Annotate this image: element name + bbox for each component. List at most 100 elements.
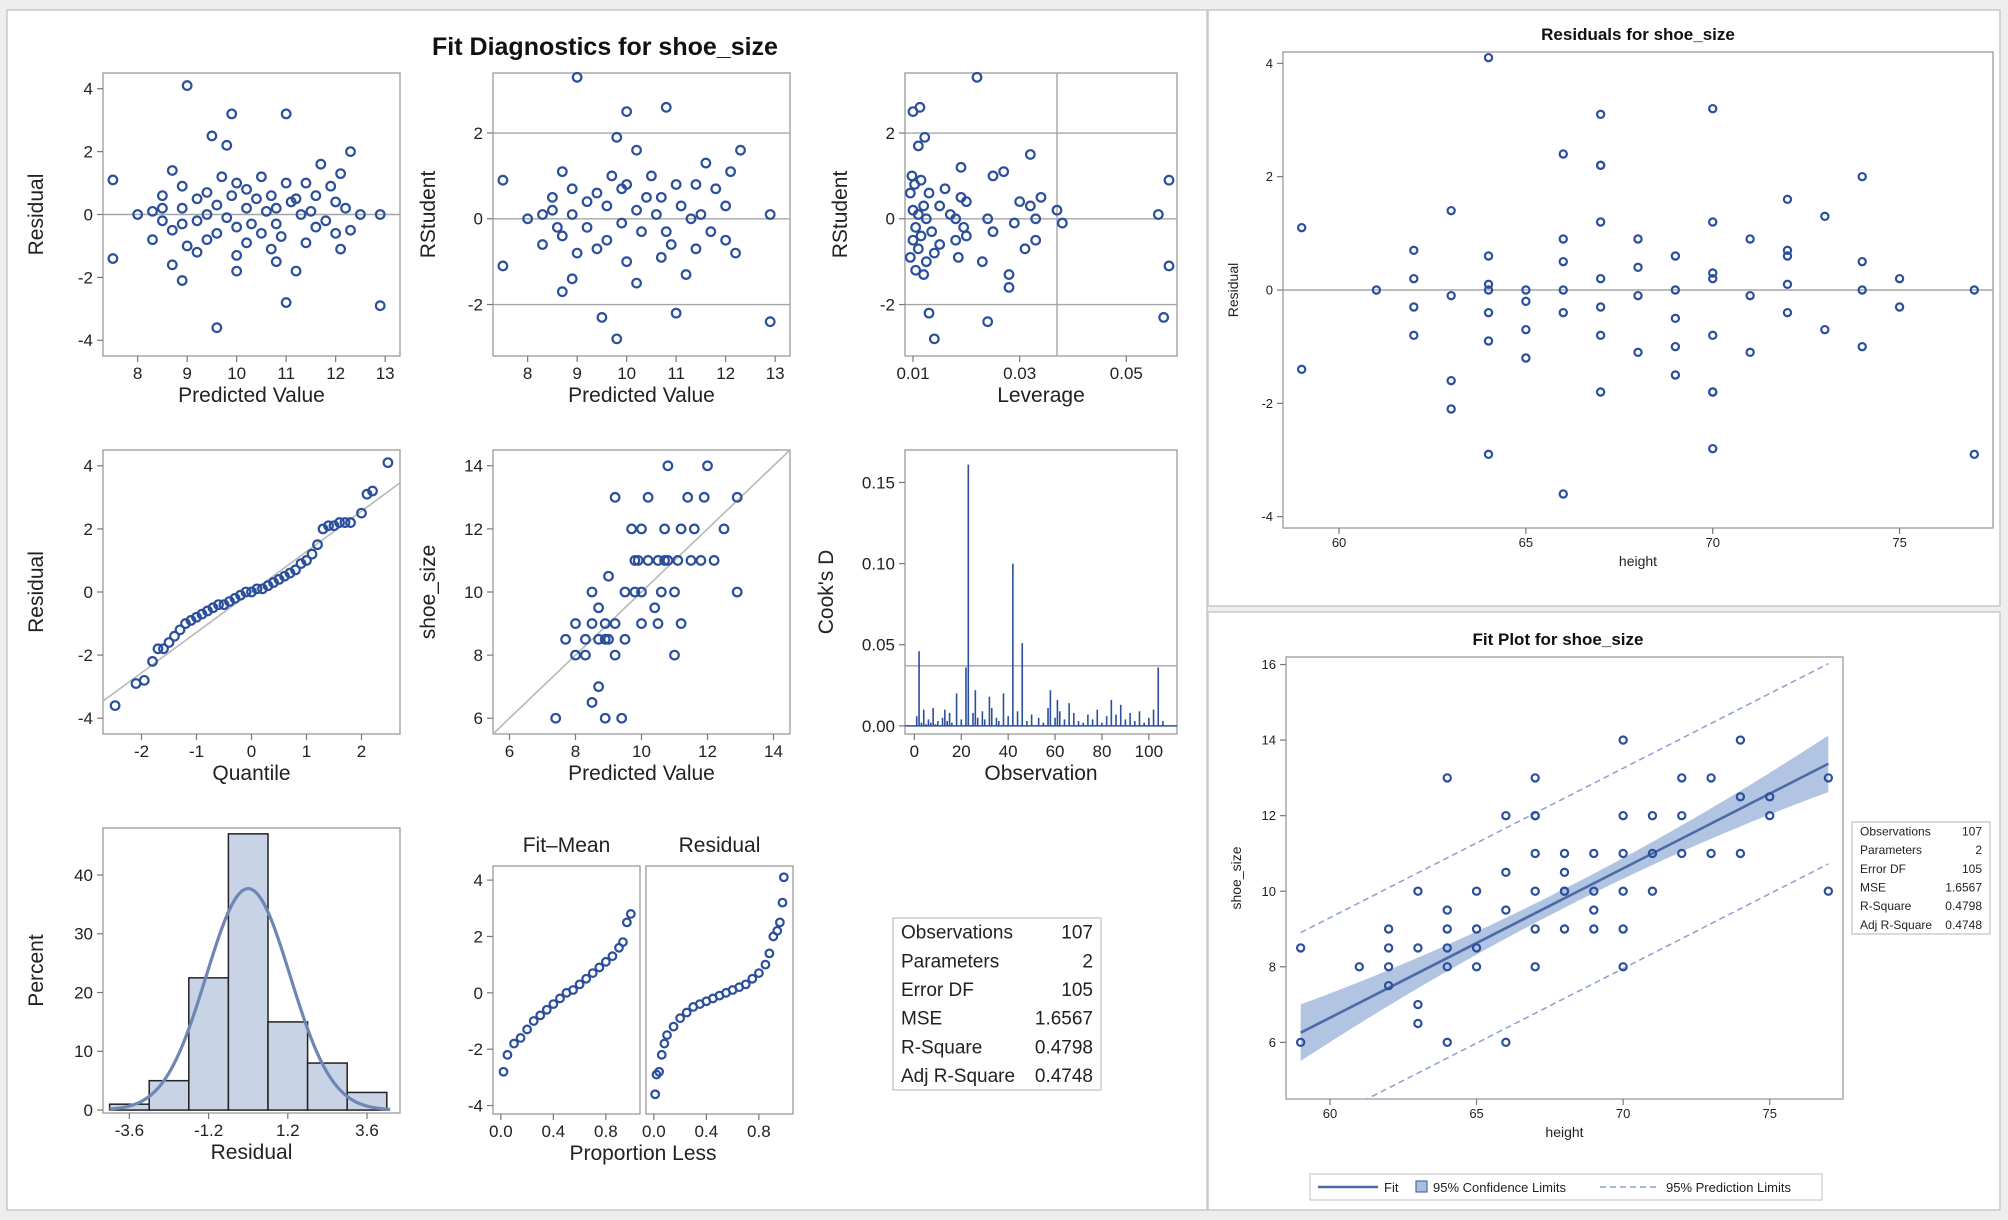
rf-fit-mean-point [555,993,565,1004]
fit-legend-band-swatch [1415,1180,1428,1193]
fit-point [1677,773,1687,783]
hist-density-curve [109,886,391,1111]
res-vs-pred-point [231,221,243,233]
rf-fit-mean-label: Fit–Mean [523,834,611,857]
res-vs-pred-point [335,168,347,180]
rf-residual-xtick-label: 0.8 [747,1122,771,1141]
rf-residual-frame [645,865,794,1115]
res-height-point [1371,285,1382,295]
rstud-vs-lev-point [939,183,951,195]
rstud-vs-pred-point [606,170,618,182]
hist-bar [267,1021,309,1111]
rf-fit-mean-xtick-label: 0.8 [594,1122,618,1141]
res-height-point [1558,307,1568,318]
fit-stats-table-value: 105 [1962,862,1982,876]
qq-point [323,520,334,532]
res-vs-pred-point [107,253,119,264]
qq-xlabel: Quantile [212,762,290,785]
rstud-vs-pred-ytick-label: -2 [468,295,483,314]
obs-vs-pred-point [675,618,687,629]
obs-vs-pred-point [609,618,621,629]
res-vs-pred-point [260,205,272,217]
res-height-point [1483,285,1494,295]
qq-ytick-label: -4 [78,709,93,728]
rstud-vs-lev-point [950,234,962,246]
res-vs-pred-point [300,237,312,249]
obs-vs-pred-point [570,618,581,629]
qq-point [240,586,252,598]
res-vs-pred-point [176,180,188,192]
rf-fit-mean-point [568,985,578,995]
stats-table-label: Parameters [901,951,999,972]
fit-point [1559,848,1570,859]
res-height-point [1782,194,1793,205]
res-vs-pred-point [374,300,386,312]
rstud-vs-lev-point [928,247,940,259]
rf-residual-points [650,872,789,1100]
res-vs-pred-point [345,224,356,236]
rstud-vs-pred-point [710,183,722,195]
fit-point [1383,924,1394,934]
res-height-point [1633,234,1643,244]
rstud-vs-pred-ylabel: RStudent [417,171,440,259]
fit-stats-table-label: MSE [1860,880,1886,894]
res-vs-pred-ytick-label: 0 [84,205,93,224]
res-vs-pred-point [251,193,262,205]
hist-ytick-label: 40 [74,866,93,885]
fit-point [1471,886,1482,896]
fit-stats-table-value: 107 [1962,824,1982,838]
rf-fit-mean-ytick-label: -2 [468,1040,483,1059]
res-vs-pred-point [241,237,252,249]
diagnostics-title: Fit Diagnostics for shoe_size [432,33,778,61]
rstud-vs-lev-point [987,170,999,182]
res-height-ytick-label: -4 [1261,509,1273,524]
fit-point [1413,943,1423,953]
fit-legend-prediction-label: 95% Prediction Limits [1666,1180,1791,1195]
cooks-d-ytick-label: 0.15 [862,473,895,492]
res-height-point [1296,364,1307,375]
rstud-vs-lev-point [998,166,1010,178]
res-height-point [1708,273,1718,284]
rstud-vs-lev-point [934,239,946,250]
rf-residual-point [764,948,775,959]
fit-point [1413,999,1423,1010]
stats-table-value: 107 [1061,923,1093,944]
fit-point [1618,848,1628,859]
res-height-point [1670,370,1681,380]
res-vs-pred-point [156,190,168,202]
rf-residual-xtick-label: 0.4 [695,1122,719,1141]
qq-point [158,643,169,655]
fit-point [1589,924,1599,934]
rstud-vs-lev-point [1030,234,1042,246]
rf-fit-mean-ytick-label: 2 [474,927,483,946]
rf-xlabel: Proportion Less [569,1142,716,1165]
res-height-point [1857,341,1867,352]
res-vs-pred-points [107,80,386,334]
rstud-vs-lev-point [918,269,930,280]
rstud-vs-lev-point [1056,217,1068,229]
rstud-vs-lev-point [910,221,922,233]
rstud-vs-lev-point [926,226,938,238]
rstud-vs-pred-point [650,209,662,220]
res-vs-pred-point [330,196,342,208]
obs-vs-pred-point [675,523,687,535]
cooks-d-xtick-label: 60 [1046,742,1065,761]
rstud-vs-pred-point [720,200,732,212]
res-vs-pred-point [280,177,292,189]
res-height-point [1745,234,1755,244]
obs-vs-pred-ytick-label: 10 [464,583,483,602]
obs-vs-pred-point [629,555,641,566]
rstud-vs-pred-point [660,101,672,113]
rf-fit-mean-point [594,962,605,973]
fit-point [1442,1037,1452,1048]
rstud-vs-pred-point [641,191,652,203]
rstud-vs-pred-axes: 8 9 10 11 12 13 -2 0 2 Predicted Value RStudent [417,72,791,407]
obs-vs-pred-point [616,712,628,724]
res-vs-pred-point [340,202,351,214]
res-height-point [1633,290,1643,301]
res-vs-pred-point [290,193,302,205]
obs-vs-pred-point [688,523,700,535]
rstud-vs-lev-point [1035,191,1047,203]
